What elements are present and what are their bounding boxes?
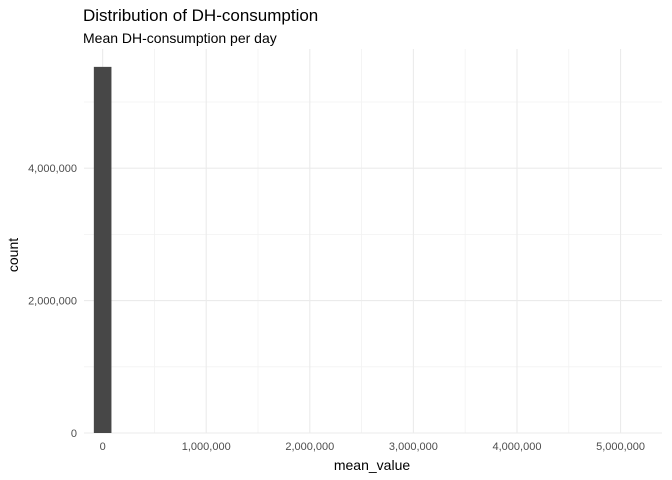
x-tick-label: 0 [100,441,106,453]
x-axis-title: mean_value [334,457,410,473]
chart-subtitle: Mean DH-consumption per day [83,30,277,46]
x-tick-label: 5,000,000 [596,441,645,453]
y-tick-label: 0 [71,428,77,440]
grid [84,49,662,434]
x-tick-label: 2,000,000 [285,441,334,453]
x-axis-ticks: 0 1,000,000 2,000,000 3,000,000 4,000,000 5,0… [100,441,645,453]
y-axis-title: count [5,238,21,272]
y-tick-label: 4,000,000 [28,163,77,175]
bars [93,66,112,434]
chart-title: Distribution of DH-consumption [83,6,318,25]
x-tick-label: 1,000,000 [182,441,231,453]
y-tick-label: 2,000,000 [28,296,77,308]
histogram-bar [93,66,112,434]
x-tick-label: 3,000,000 [389,441,438,453]
x-tick-label: 4,000,000 [493,441,542,453]
y-axis-ticks: 0 2,000,000 4,000,000 [28,163,77,440]
